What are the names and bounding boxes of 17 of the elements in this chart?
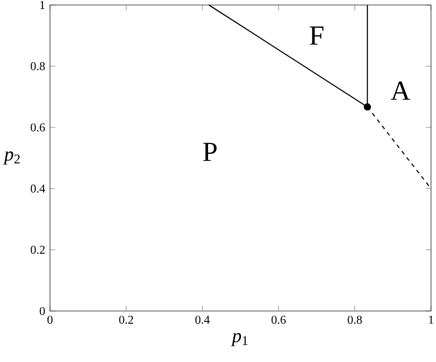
annotation: F (310, 26, 324, 45)
annotation: P (203, 142, 217, 161)
y-tick-label: 0 (40, 306, 45, 316)
x-tick-label: 0 (47, 316, 53, 324)
y-tick-label: 0.6 (30, 123, 45, 132)
x-tick-label: 1 (429, 316, 434, 324)
x-tick-label: 0.2 (119, 316, 134, 324)
x-tick-label: 0.6 (272, 316, 286, 324)
y-tick-label: 1 (40, 1, 45, 9)
y-tick-label: 0.8 (30, 62, 45, 70)
x-tick-label: 0.4 (195, 316, 210, 324)
x-tick-label: 0.8 (348, 316, 362, 324)
y-tick-label: 0.2 (30, 246, 45, 254)
x-axis-title: p$_{1}$ (230, 333, 248, 346)
annotation: A (390, 82, 410, 100)
y-tick-label: 0.4 (30, 184, 46, 193)
y-axis-title: p$_{2}$ (3, 151, 20, 165)
